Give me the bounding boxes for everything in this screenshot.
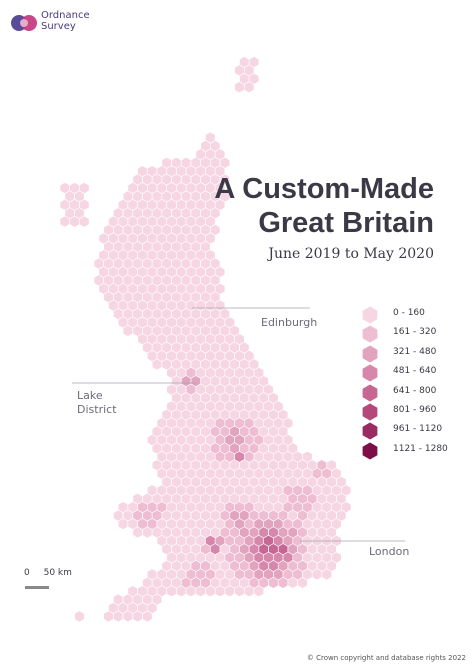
hex-cell <box>132 526 143 539</box>
legend-swatch <box>362 306 378 324</box>
hex-cell <box>195 585 206 598</box>
map-subtitle: June 2019 to May 2020 <box>268 246 434 262</box>
legend-label: 161 - 320 <box>393 327 437 338</box>
ordnance-survey-logo: Ordnance Survey <box>11 10 111 36</box>
legend-swatch <box>362 364 378 382</box>
ordnance-survey-logo-icon <box>11 15 37 31</box>
brand-name-line2: Survey <box>41 21 76 32</box>
legend-label: 481 - 640 <box>393 366 437 377</box>
hex-cell <box>79 215 90 228</box>
place-label-lake-district: Lake District <box>77 389 117 417</box>
legend-swatch <box>362 384 378 402</box>
legend-label: 1121 - 1280 <box>393 443 448 454</box>
hex-cell <box>297 576 308 589</box>
hex-cell <box>74 610 85 623</box>
hex-cell <box>234 81 245 94</box>
hex-cell <box>311 568 323 581</box>
scale-bar <box>25 586 49 589</box>
scale-bar-zero: 0 <box>24 568 30 578</box>
legend-swatch <box>362 325 378 343</box>
map-title: A Custom-Made Great Britain <box>214 172 434 240</box>
place-label-london: London <box>369 545 410 558</box>
hex-cell <box>166 585 177 598</box>
hex-cell <box>59 215 70 228</box>
place-label-lake-district-line2: District <box>77 403 117 416</box>
brand-name-line1: Ordnance <box>41 10 90 21</box>
hex-cell <box>176 585 187 598</box>
hex-cell <box>287 576 298 589</box>
map-title-line1: A Custom-Made <box>214 173 434 205</box>
hex-cell <box>103 610 114 623</box>
legend-label: 801 - 960 <box>393 404 437 415</box>
legend-swatch <box>362 403 378 421</box>
hex-cell <box>69 215 80 228</box>
hex-cell <box>132 610 143 623</box>
hex-cell <box>122 324 133 337</box>
legend-swatch <box>362 422 378 440</box>
hex-cell <box>214 585 226 598</box>
hex-cell <box>205 585 216 598</box>
hex-cell <box>268 576 279 589</box>
legend-swatch <box>362 442 378 460</box>
hex-cell <box>253 585 265 598</box>
legend-label: 321 - 480 <box>393 346 437 357</box>
legend-label: 0 - 160 <box>393 308 425 318</box>
scale-bar-labels: 0 50 km <box>24 568 72 578</box>
hex-cell <box>142 526 153 539</box>
place-label-edinburgh: Edinburgh <box>261 316 318 329</box>
hex-cell <box>244 585 255 598</box>
scale-bar-distance: 50 km <box>43 568 72 578</box>
hex-cell <box>321 568 332 581</box>
hex-cell <box>142 610 153 623</box>
legend-label: 641 - 800 <box>393 385 437 396</box>
legend-label: 961 - 1120 <box>393 424 443 435</box>
place-label-lake-district-line1: Lake <box>77 389 103 402</box>
copyright-credit: © Crown copyright and database rights 20… <box>306 654 466 662</box>
hex-cell <box>244 81 255 94</box>
hex-cell <box>224 585 235 598</box>
hex-cell <box>277 576 289 589</box>
hex-cell <box>151 358 163 371</box>
hex-cell <box>122 610 133 623</box>
brand-name: Ordnance Survey <box>41 10 90 32</box>
hex-cell <box>185 585 197 598</box>
map-title-line2: Great Britain <box>258 207 434 239</box>
hex-cell <box>113 610 124 623</box>
hex-cell <box>234 585 245 598</box>
hex-cell <box>117 518 129 530</box>
legend-swatch <box>362 345 378 363</box>
